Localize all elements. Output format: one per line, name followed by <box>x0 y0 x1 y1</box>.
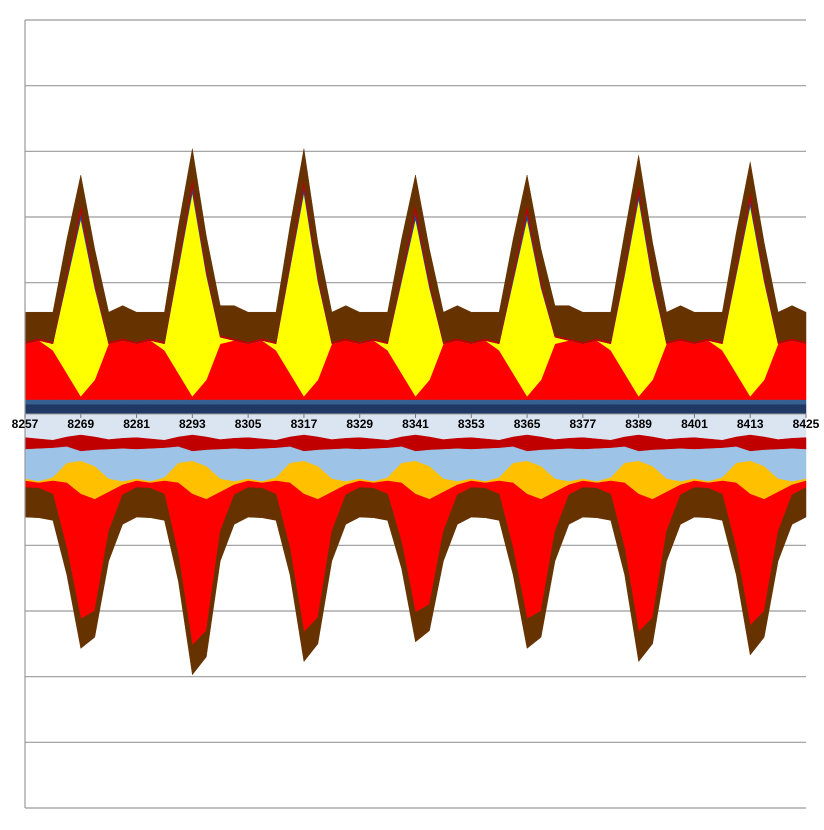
x-tick-label: 8281 <box>123 417 150 431</box>
x-tick-label: 8269 <box>67 417 94 431</box>
x-tick-label: 8377 <box>570 417 597 431</box>
area <box>24 148 807 343</box>
area <box>24 399 807 405</box>
x-tick-label: 8293 <box>179 417 206 431</box>
x-tick-label: 8317 <box>291 417 318 431</box>
x-tick-label: 8257 <box>12 417 39 431</box>
x-tick-label: 8305 <box>235 417 262 431</box>
x-tick-label: 8401 <box>681 417 708 431</box>
x-tick-label: 8389 <box>625 417 652 431</box>
x-tick-label: 8329 <box>346 417 373 431</box>
area <box>24 403 807 415</box>
x-tick-label: 8353 <box>458 417 485 431</box>
x-tick-label: 8413 <box>737 417 764 431</box>
area <box>24 487 807 676</box>
x-tick-label: 8425 <box>793 417 820 431</box>
x-tick-label: 8365 <box>514 417 541 431</box>
x-tick-label: 8341 <box>402 417 429 431</box>
